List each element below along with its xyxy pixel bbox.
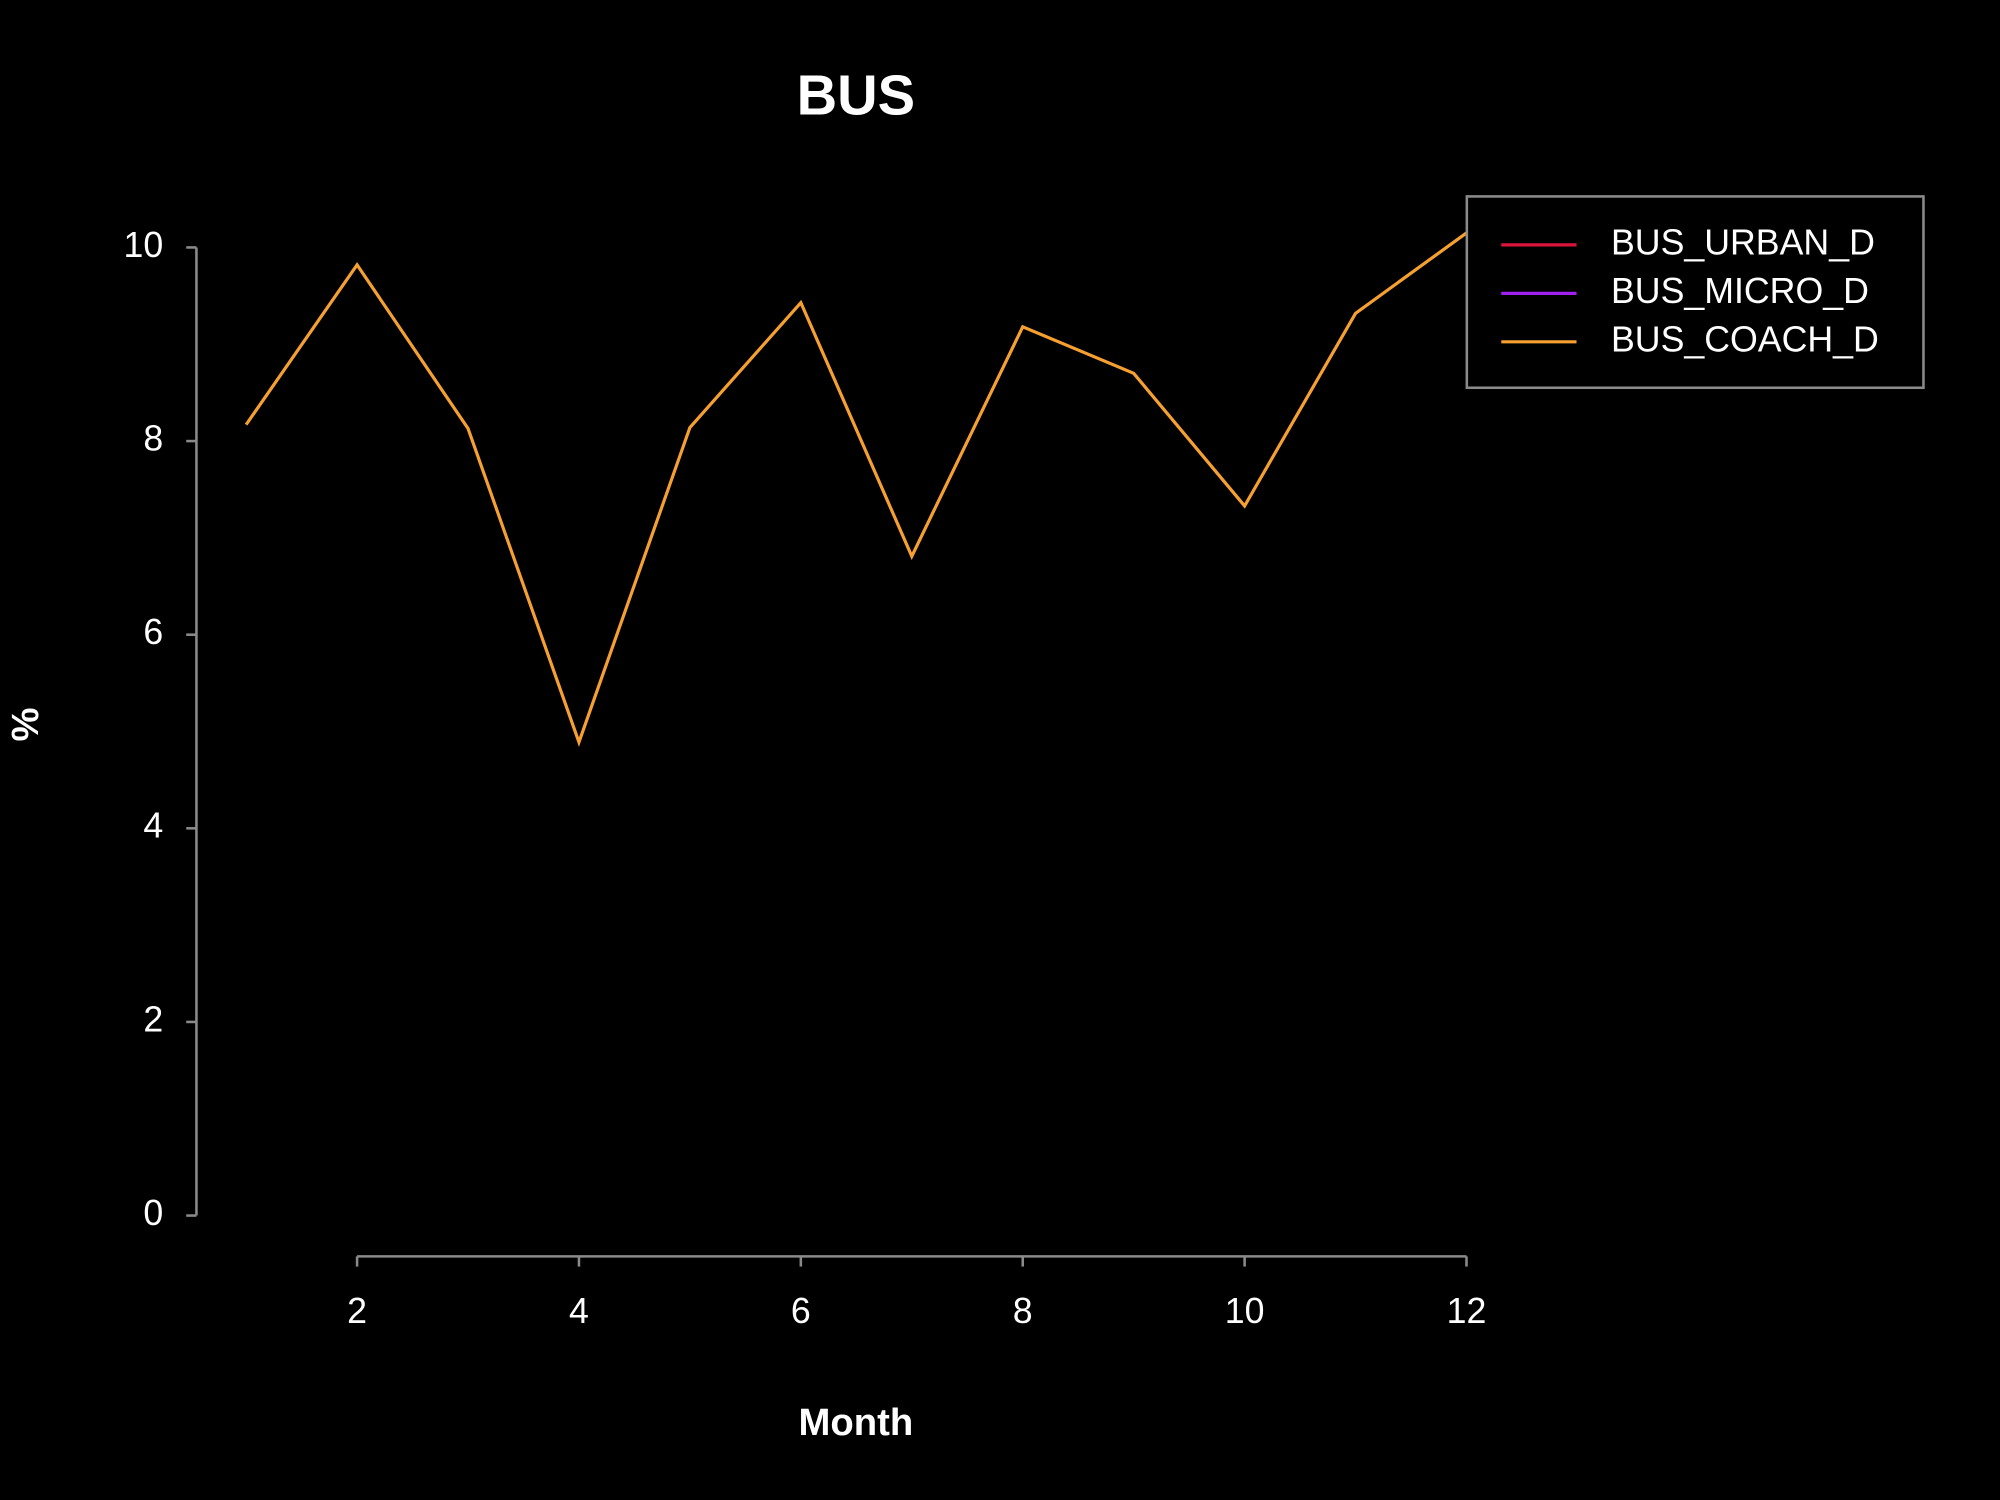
x-tick-label: 10 [1225,1291,1265,1331]
y-tick-label: 0 [143,1193,163,1233]
y-tick-label: 4 [143,806,163,846]
legend-label: BUS_URBAN_D [1611,222,1875,262]
x-tick-label: 6 [791,1291,811,1331]
y-tick-label: 8 [143,419,163,459]
y-tick-label: 2 [143,999,163,1039]
legend-label: BUS_MICRO_D [1611,271,1869,311]
y-tick-label: 10 [124,225,164,265]
data-line [244,231,1468,747]
x-tick-label: 2 [347,1291,367,1331]
x-axis-label: Month [799,1401,914,1444]
y-tick-label: 6 [143,612,163,652]
x-tick-label: 4 [569,1291,589,1331]
chart-title: BUS [797,63,915,126]
x-tick-label: 8 [1013,1291,1033,1331]
y-axis-label: % [4,707,47,741]
x-tick-label: 12 [1447,1291,1487,1331]
legend-box [1465,195,1925,390]
legend-label: BUS_COACH_D [1611,319,1879,359]
